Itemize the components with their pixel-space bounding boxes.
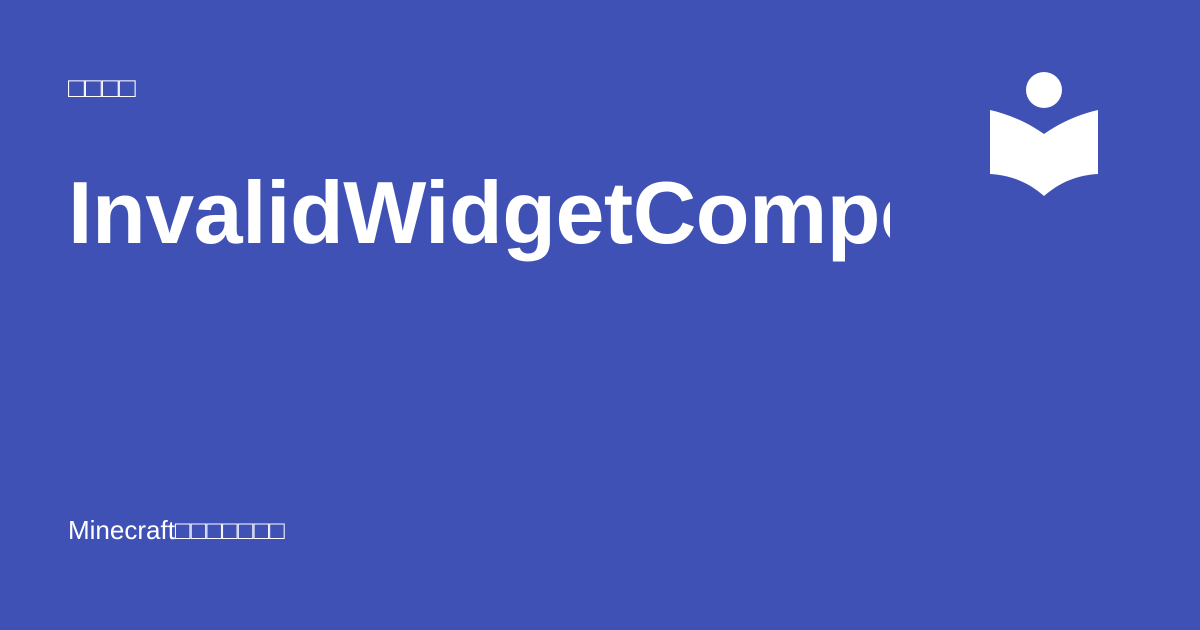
page-title: InvalidWidgetComponent — [68, 163, 890, 262]
site-name: Minecraft□□□□□□□ — [68, 515, 285, 545]
category-label: □□□□ — [68, 72, 136, 103]
title-container: InvalidWidgetComponent — [68, 158, 890, 278]
reader-book-icon — [990, 72, 1098, 196]
